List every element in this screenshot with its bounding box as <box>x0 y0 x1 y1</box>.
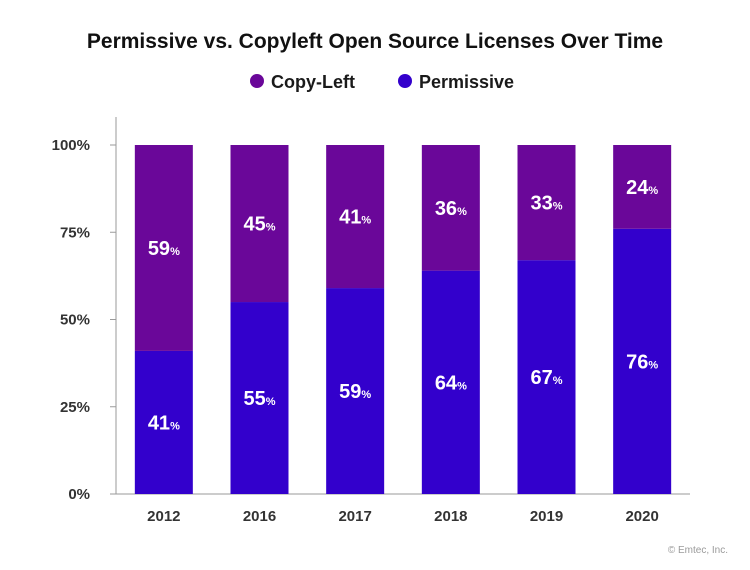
data-label-permissive-2012: 41% <box>148 412 180 434</box>
axes: 0% 25% 50% 75% 100% 2012 2016 2017 2018 2019 2020 <box>52 117 690 525</box>
y-tick-label: 100% <box>52 137 90 154</box>
bar-copy-left-2012 <box>134 145 193 351</box>
bar-copy-left-2017 <box>326 145 385 289</box>
x-tick-label: 2019 <box>530 508 563 525</box>
x-tick-label: 2012 <box>147 508 180 525</box>
data-label-copy-left-2016: 45% <box>243 214 275 236</box>
data-label-copy-left-2018: 36% <box>435 198 467 220</box>
chart-title: Permissive vs. Copyleft Open Source Lice… <box>87 30 663 53</box>
data-labels: 41% 59% 55% 45% 59% 41% 64% 36% 67% 33% 76% 24% <box>148 177 659 435</box>
data-label-permissive-2017: 59% <box>339 381 371 403</box>
data-label-permissive-2018: 64% <box>435 372 467 394</box>
x-axis-ticks: 2012 2016 2017 2018 2019 2020 <box>147 508 659 525</box>
bar-permissive-2012 <box>134 350 193 494</box>
legend-label-permissive: Permissive <box>419 72 514 92</box>
y-tick-label: 0% <box>68 486 90 503</box>
bar-copy-left-2018 <box>421 145 480 271</box>
data-label-copy-left-2017: 41% <box>339 207 371 229</box>
bar-copy-left-2019 <box>517 145 576 261</box>
y-tick-label: 25% <box>60 399 90 416</box>
bar-permissive-2019 <box>517 260 576 494</box>
data-label-permissive-2016: 55% <box>243 388 275 410</box>
x-tick-label: 2020 <box>625 508 658 525</box>
legend-label-copy-left: Copy-Left <box>271 72 355 92</box>
bar-copy-left-2020 <box>613 145 672 229</box>
legend-swatch-permissive <box>398 74 412 88</box>
bars <box>134 145 672 494</box>
copyright-text: © Emtec, Inc. <box>668 545 728 556</box>
bar-permissive-2020 <box>613 228 672 494</box>
y-tick-label: 75% <box>60 224 90 241</box>
bar-permissive-2016 <box>230 302 289 494</box>
data-label-permissive-2019: 67% <box>530 367 562 389</box>
x-tick-label: 2018 <box>434 508 467 525</box>
legend: Copy-Left Permissive <box>250 72 514 92</box>
x-tick-label: 2016 <box>243 508 276 525</box>
data-label-permissive-2020: 76% <box>626 351 658 373</box>
data-label-copy-left-2012: 59% <box>148 238 180 260</box>
bar-permissive-2018 <box>421 270 480 494</box>
y-axis-ticks: 0% 25% 50% 75% 100% <box>52 137 116 503</box>
data-label-copy-left-2019: 33% <box>530 193 562 215</box>
legend-swatch-copy-left <box>250 74 264 88</box>
bar-permissive-2017 <box>326 288 385 494</box>
bar-copy-left-2016 <box>230 145 289 303</box>
y-tick-label: 50% <box>60 312 90 329</box>
x-tick-label: 2017 <box>338 508 371 525</box>
data-label-copy-left-2020: 24% <box>626 177 658 199</box>
